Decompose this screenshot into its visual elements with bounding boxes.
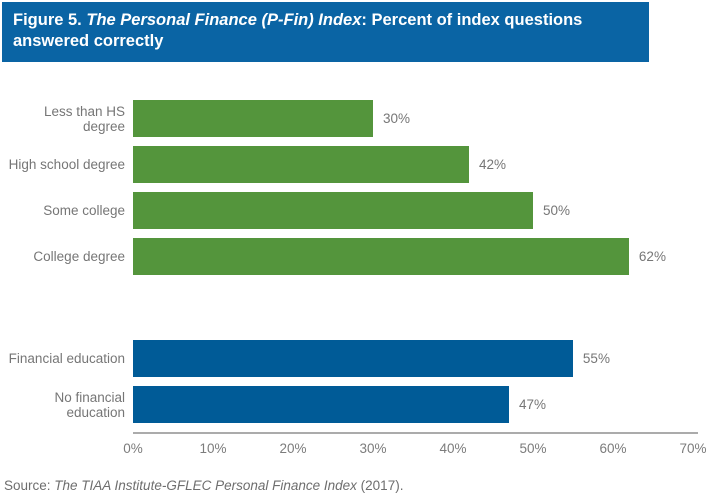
bar-chart: Less than HS degree 30% High school degr… xyxy=(0,100,727,456)
bar-college-degree xyxy=(133,238,629,275)
bar-label-financial-education: Financial education xyxy=(8,351,125,366)
x-axis: 0% 10% 20% 30% 40% 50% 60% 70% xyxy=(123,434,706,456)
bar-track: 30% xyxy=(133,100,698,137)
bar-track: 47% xyxy=(133,386,698,423)
x-tick-label-0: 0% xyxy=(123,441,143,456)
bar-high-school xyxy=(133,146,469,183)
bar-row-college-degree: College degree 62% xyxy=(0,238,727,275)
bar-value-less-than-hs: 30% xyxy=(382,111,410,126)
group-spacer xyxy=(0,284,727,340)
bar-value-no-financial-education: 47% xyxy=(518,397,546,412)
x-tick-label-70: 70% xyxy=(679,441,707,456)
x-tick-label-20: 20% xyxy=(279,441,307,456)
bar-track: 62% xyxy=(133,238,698,275)
bar-label-some-college: Some college xyxy=(43,203,125,218)
bar-value-some-college: 50% xyxy=(542,203,570,218)
bar-row-high-school: High school degree 42% xyxy=(0,146,727,183)
x-axis-line xyxy=(133,432,698,434)
source-year: (2017). xyxy=(356,478,404,493)
figure-title-bar: Figure 5. The Personal Finance (P-Fin) I… xyxy=(2,2,649,62)
x-tick-label-50: 50% xyxy=(519,441,547,456)
bar-track: 50% xyxy=(133,192,698,229)
bar-label-no-financial-education: No financial education xyxy=(54,389,125,420)
source-note: Source: The TIAA Institute-GFLEC Persona… xyxy=(4,478,403,493)
bar-value-financial-education: 55% xyxy=(582,351,610,366)
source-title-italic: The TIAA Institute-GFLEC Personal Financ… xyxy=(54,478,357,493)
x-tick-label-40: 40% xyxy=(439,441,467,456)
x-tick-label-30: 30% xyxy=(359,441,387,456)
bar-less-than-hs xyxy=(133,100,373,137)
bar-row-financial-education: Financial education 55% xyxy=(0,340,727,377)
bar-financial-education xyxy=(133,340,573,377)
bar-track: 55% xyxy=(133,340,698,377)
bar-no-financial-education xyxy=(133,386,509,423)
bar-label-college-degree: College degree xyxy=(33,249,125,264)
figure-number: Figure 5. xyxy=(13,11,87,29)
source-prefix: Source: xyxy=(4,478,55,493)
figure-title: Figure 5. The Personal Finance (P-Fin) I… xyxy=(13,11,582,50)
bar-label-high-school: High school degree xyxy=(8,157,125,172)
bar-row-less-than-hs: Less than HS degree 30% xyxy=(0,100,727,137)
bar-label-less-than-hs: Less than HS degree xyxy=(43,103,125,134)
bar-some-college xyxy=(133,192,533,229)
figure-title-italic: The Personal Finance (P-Fin) Index xyxy=(86,11,362,29)
figure-title-rest: : Percent of index questions answered co… xyxy=(13,11,583,50)
x-tick-label-60: 60% xyxy=(599,441,627,456)
bar-value-high-school: 42% xyxy=(478,157,506,172)
x-tick-label-10: 10% xyxy=(199,441,227,456)
bar-row-no-financial-education: No financial education 47% xyxy=(0,386,727,423)
bar-value-college-degree: 62% xyxy=(638,249,666,264)
bar-row-some-college: Some college 50% xyxy=(0,192,727,229)
bar-track: 42% xyxy=(133,146,698,183)
